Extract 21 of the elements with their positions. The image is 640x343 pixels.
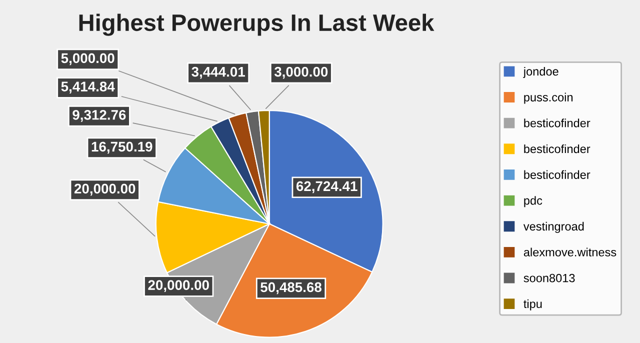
data-label: 3,000.00 (274, 66, 328, 79)
chart-title: Highest Powerups In Last Week (79, 14, 434, 36)
data-label: 50,485.68 (260, 282, 322, 294)
legend-label: vestingroad (523, 222, 584, 233)
legend-label: besticofinder (524, 118, 590, 128)
legend-label: besticofinder (524, 170, 590, 179)
legend-label: puss.coin (524, 92, 573, 104)
data-label: 5,414.84 (61, 82, 115, 94)
legend-label: tipu (524, 299, 542, 310)
data-label: 16,750.19 (92, 142, 152, 154)
data-label: 3,444.01 (192, 66, 245, 79)
legend-label: jondoe (523, 66, 558, 78)
legend-label: soon8013 (524, 274, 575, 282)
legend-label: pdc (524, 196, 542, 208)
data-label: 5,000.00 (61, 53, 114, 66)
legend-label: alexmove.witness (524, 248, 616, 256)
legend-label: besticofinder (524, 144, 590, 154)
data-label: 20,000.00 (74, 184, 136, 196)
data-label: 9,312.76 (72, 110, 126, 122)
data-label: 20,000.00 (148, 280, 209, 292)
data-label: 62,724.41 (296, 181, 358, 194)
